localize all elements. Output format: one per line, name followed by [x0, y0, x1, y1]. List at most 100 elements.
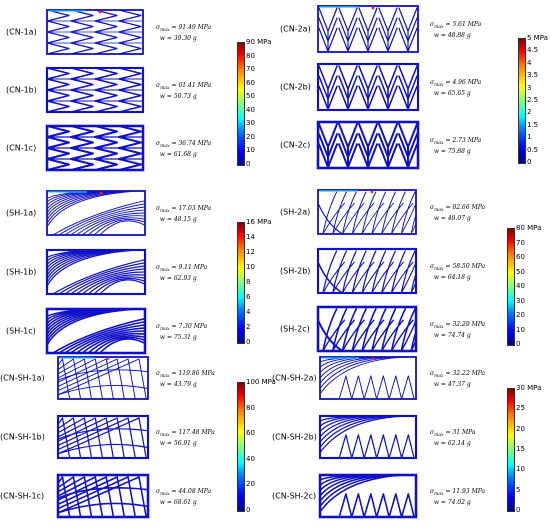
member [351, 308, 367, 351]
panel-label: (SH-1a) [6, 208, 37, 218]
panel-results: σmax = 58.50 MPa w = 64.18 g [430, 263, 485, 282]
max-stress-value: σmax = 61.41 MPa [156, 82, 212, 92]
mass-value: w = 43.79 g [159, 381, 197, 389]
member [371, 191, 387, 234]
panel-results: σmax = 32.22 MPa w = 47.37 g [430, 370, 485, 389]
member [376, 375, 390, 399]
member [410, 202, 416, 234]
mass-value: w = 62.14 g [433, 440, 471, 448]
panel-results: σmax = 44.08 MPa w = 68.61 g [156, 488, 211, 507]
member [401, 375, 415, 399]
max-stress-value: σmax = 117.48 MPa [156, 429, 215, 439]
lattice-members [47, 309, 145, 353]
member [342, 202, 365, 234]
member [58, 476, 147, 517]
member [320, 416, 390, 443]
colorbar-tick-label: 80 [246, 51, 255, 60]
colorbar-tick-label: 70 [516, 238, 525, 247]
member [341, 319, 365, 351]
lattice-members [58, 358, 148, 399]
lattice-members [320, 416, 415, 458]
member [47, 68, 70, 80]
member [371, 202, 394, 234]
mass-value: w = 48.15 g [159, 216, 197, 224]
member [70, 126, 94, 138]
colorbar-tick-label: 60 [516, 253, 525, 261]
panel-label: (CN-SH-2b) [272, 432, 317, 442]
panel-results: σmax = 36.74 MPa w = 61.68 g [156, 140, 211, 159]
member [118, 78, 142, 91]
member [47, 158, 70, 170]
member [94, 126, 118, 138]
lattice-members [318, 308, 416, 351]
panel-cn-sh-2b [318, 414, 418, 460]
colorbar-tick-label: 8 [246, 278, 251, 286]
panel-label: (CN-1c) [6, 143, 37, 153]
member [320, 416, 381, 438]
member [400, 319, 416, 351]
stress-hotspot [371, 357, 375, 361]
member [331, 308, 348, 351]
member [388, 493, 403, 517]
panel-sh-2b [316, 247, 418, 295]
member [322, 250, 338, 293]
colorbar-tick-label: 1.5 [527, 120, 539, 129]
member [58, 502, 148, 514]
member [351, 202, 375, 234]
member [47, 250, 84, 259]
mass-value: w = 48.07 g [433, 215, 471, 223]
colorbar-tick-label: 15 [516, 445, 525, 453]
panel-results: σmax = 11.93 MPa w = 74.02 g [430, 488, 485, 507]
panel-sh-2c [316, 305, 418, 353]
member [47, 147, 70, 160]
member [47, 250, 112, 273]
member [58, 417, 136, 458]
max-stress-value: σmax = 91.49 MPa [156, 24, 212, 34]
member [322, 191, 338, 234]
lattice-members [58, 476, 148, 517]
stress-hotspot [99, 191, 103, 195]
max-stress-value: σmax = 9.11 MPa [156, 264, 208, 274]
member [118, 42, 142, 54]
panel-results: σmax = 119.86 MPa w = 43.79 g [156, 370, 215, 389]
stress-hotspot [371, 6, 375, 10]
colorbar-tick-label: 90 MPa [246, 38, 272, 46]
colorbar-tick-label: 80 MPa [516, 224, 542, 232]
lattice-members [318, 123, 418, 168]
member [87, 276, 145, 294]
colorbar-tick-label: 0 [516, 506, 521, 514]
member [69, 327, 145, 353]
colorbar-tick-label: 30 [516, 296, 525, 305]
mass-value: w = 74.02 g [433, 499, 471, 507]
member [400, 202, 416, 234]
colorbar-tick-label: 2 [246, 323, 251, 331]
member [58, 487, 148, 499]
panel-frame [57, 356, 149, 400]
member [47, 191, 98, 207]
member [320, 416, 372, 433]
member [320, 357, 372, 374]
panel-sh-2a [317, 189, 417, 235]
member [118, 147, 142, 160]
member [63, 324, 145, 353]
member [58, 358, 93, 399]
panel-results: σmax = 9.11 MPa w = 62.93 g [156, 264, 207, 283]
max-stress-value: σmax = 4.96 MPa [430, 79, 482, 89]
member [322, 319, 346, 351]
member [93, 219, 145, 235]
member [350, 493, 365, 517]
member [70, 78, 94, 91]
panel-cn-2b [316, 62, 420, 112]
member [320, 357, 390, 384]
member [338, 493, 353, 517]
member [70, 42, 94, 54]
member [332, 250, 348, 293]
member [371, 308, 387, 351]
member [410, 261, 416, 293]
colorbar-tick-label: 10 [246, 146, 255, 155]
member [320, 475, 381, 497]
lattice-members [320, 357, 415, 399]
member [58, 203, 145, 235]
member [388, 434, 403, 458]
member [400, 250, 416, 293]
